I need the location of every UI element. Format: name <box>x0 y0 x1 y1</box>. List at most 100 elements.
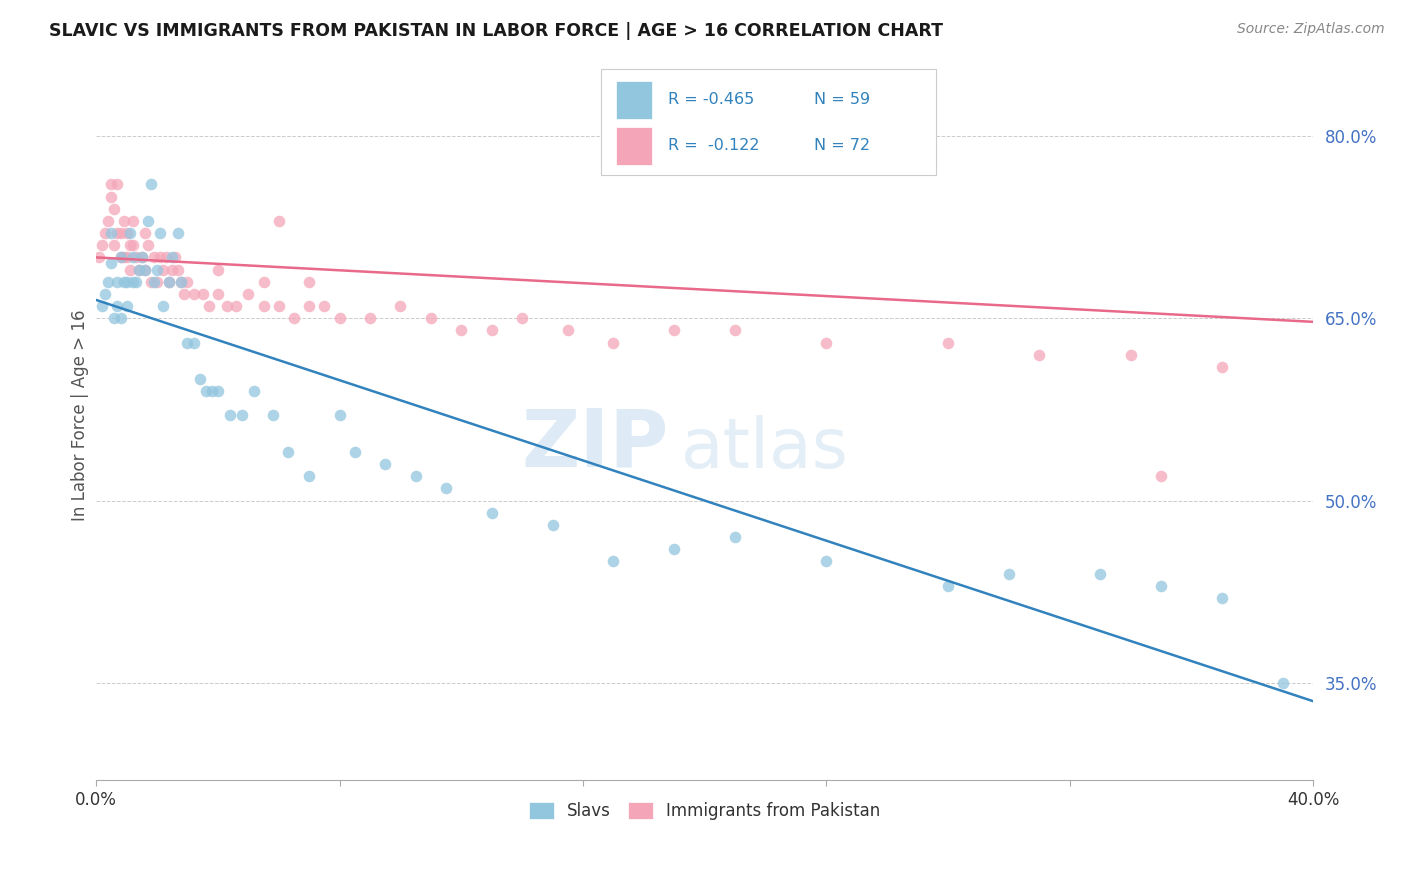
Point <box>170 275 193 289</box>
Point <box>121 214 143 228</box>
Point <box>173 286 195 301</box>
Legend: Slavs, Immigrants from Pakistan: Slavs, Immigrants from Pakistan <box>523 795 887 827</box>
Point <box>157 275 180 289</box>
Point <box>157 275 180 289</box>
Point <box>100 178 122 192</box>
Point <box>107 275 129 289</box>
Point <box>231 409 253 423</box>
Point <box>936 335 959 350</box>
Point <box>219 409 242 423</box>
Point <box>146 275 169 289</box>
Point <box>110 226 132 240</box>
Point <box>1028 348 1050 362</box>
Point <box>149 226 172 240</box>
Point <box>115 299 138 313</box>
Point <box>121 275 143 289</box>
Point <box>329 311 352 326</box>
Point <box>143 275 166 289</box>
Point <box>146 262 169 277</box>
Point <box>602 335 624 350</box>
Point <box>139 178 162 192</box>
Point <box>125 275 148 289</box>
Point <box>1150 469 1173 483</box>
Point <box>343 445 366 459</box>
Point <box>155 251 177 265</box>
Point <box>201 384 224 399</box>
Point <box>194 384 217 399</box>
Point <box>162 262 184 277</box>
Point <box>112 214 135 228</box>
Point <box>1150 579 1173 593</box>
Point <box>152 262 174 277</box>
Point <box>103 202 125 216</box>
Point <box>94 286 117 301</box>
Point <box>107 226 129 240</box>
Point <box>183 286 205 301</box>
Point <box>115 226 138 240</box>
Point <box>724 530 747 544</box>
Point <box>238 286 260 301</box>
Point <box>100 226 122 240</box>
Point <box>183 335 205 350</box>
Point <box>176 275 198 289</box>
Point <box>112 275 135 289</box>
Point <box>97 275 120 289</box>
Point <box>167 226 190 240</box>
Point <box>298 275 321 289</box>
Point <box>139 275 162 289</box>
Point <box>262 409 284 423</box>
Point <box>815 335 838 350</box>
Text: SLAVIC VS IMMIGRANTS FROM PAKISTAN IN LABOR FORCE | AGE > 16 CORRELATION CHART: SLAVIC VS IMMIGRANTS FROM PAKISTAN IN LA… <box>49 22 943 40</box>
Point <box>314 299 336 313</box>
Point <box>243 384 266 399</box>
Point <box>134 226 156 240</box>
Point <box>557 323 579 337</box>
Point <box>91 238 114 252</box>
Point <box>107 178 129 192</box>
Text: N = 72: N = 72 <box>814 138 870 153</box>
Point <box>97 214 120 228</box>
Text: Source: ZipAtlas.com: Source: ZipAtlas.com <box>1237 22 1385 37</box>
Point <box>191 286 214 301</box>
Point <box>100 256 122 270</box>
Bar <box>616 80 652 119</box>
Point <box>188 372 211 386</box>
Point <box>103 311 125 326</box>
Point <box>121 238 143 252</box>
Point <box>100 189 122 203</box>
Point <box>115 275 138 289</box>
Point <box>131 251 153 265</box>
Point <box>136 214 159 228</box>
Text: R =  -0.122: R = -0.122 <box>668 138 759 153</box>
Point <box>170 275 193 289</box>
Point <box>207 262 229 277</box>
FancyBboxPatch shape <box>602 69 936 175</box>
Point <box>481 323 503 337</box>
Point <box>121 251 143 265</box>
Y-axis label: In Labor Force | Age > 16: In Labor Force | Age > 16 <box>72 310 89 521</box>
Point <box>724 323 747 337</box>
Point <box>298 299 321 313</box>
Point <box>136 238 159 252</box>
Point <box>602 554 624 568</box>
Point <box>165 251 187 265</box>
Text: R = -0.465: R = -0.465 <box>668 92 755 107</box>
Point <box>1211 591 1233 605</box>
Point <box>176 335 198 350</box>
Point <box>197 299 219 313</box>
Point <box>110 311 132 326</box>
Point <box>374 457 396 471</box>
Point <box>434 482 457 496</box>
Point <box>207 286 229 301</box>
Point <box>267 299 290 313</box>
Point <box>1271 676 1294 690</box>
Point <box>128 262 150 277</box>
Point <box>1211 359 1233 374</box>
Point <box>998 566 1021 581</box>
Point <box>107 299 129 313</box>
Point <box>125 251 148 265</box>
Point <box>128 262 150 277</box>
Point <box>134 262 156 277</box>
Point <box>152 299 174 313</box>
Point <box>1090 566 1112 581</box>
